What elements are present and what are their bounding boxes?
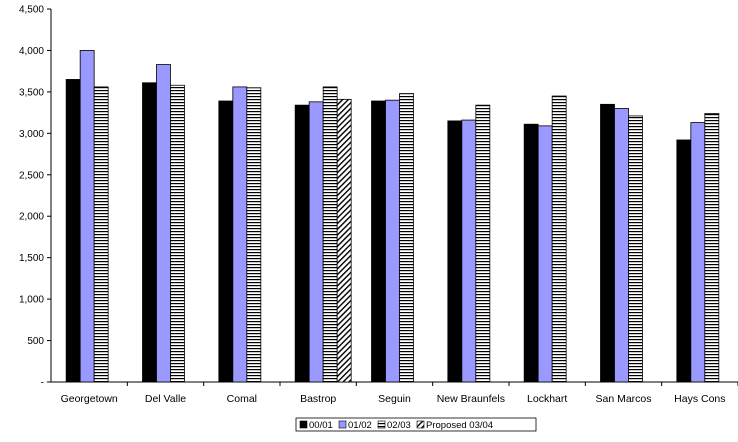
- y-tick-label: 4,500: [19, 5, 44, 16]
- x-tick-label: New Braunfels: [437, 393, 505, 405]
- bar-00-01-san-marcos: [600, 103, 615, 383]
- bars: [65, 50, 720, 383]
- bar-00-01-bastrop: [294, 104, 310, 383]
- y-tick-label: -: [41, 378, 44, 389]
- y-tick-label: 2,500: [19, 170, 44, 181]
- bar-02-03-seguin: [399, 93, 414, 383]
- bar-01-02-georgetown: [79, 50, 95, 383]
- bar-00-01-new-braunfels: [447, 120, 463, 383]
- bar-02-03-bastrop: [322, 86, 338, 383]
- legend-swatch: [338, 420, 347, 429]
- x-tick-label: Georgetown: [61, 393, 118, 405]
- bar-01-02-hays-cons: [690, 122, 706, 383]
- bar-02-03-hays-cons: [704, 113, 720, 383]
- bar-02-03-georgetown: [93, 86, 109, 383]
- bar-00-01-comal: [218, 100, 234, 383]
- legend-label: 02/03: [387, 420, 411, 431]
- y-tick-label: 2,000: [19, 212, 44, 223]
- legend-swatch: [416, 420, 425, 429]
- legend-label: 01/02: [348, 420, 372, 431]
- x-tick-label: Seguin: [378, 393, 411, 405]
- x-tick-label: Lockhart: [527, 393, 567, 405]
- y-tick-label: 3,500: [19, 87, 44, 98]
- bar-01-02-seguin: [385, 99, 400, 383]
- bar-02-03-comal: [246, 87, 262, 383]
- x-tick-label: Bastrop: [300, 393, 336, 405]
- bar-01-02-comal: [232, 86, 248, 383]
- legend: 00/01 01/02 02/03 Proposed 03/04: [295, 417, 537, 432]
- bar-00-01-lockhart: [523, 123, 539, 383]
- bar-00-01-hays-cons: [676, 139, 692, 383]
- bar-01-02-new-braunfels: [461, 119, 477, 383]
- legend-label: 00/01: [309, 420, 333, 431]
- x-tick-label: Comal: [227, 393, 257, 405]
- legend-swatch: [299, 420, 308, 429]
- y-tick-label: 1,000: [19, 295, 44, 306]
- bar-01-02-san-marcos: [614, 108, 629, 383]
- bar-proposed-03-04-bastrop: [336, 98, 352, 383]
- bar-01-02-del-valle: [156, 64, 171, 383]
- x-tick-label: San Marcos: [595, 393, 651, 405]
- bar-02-03-new-braunfels: [475, 104, 491, 383]
- legend-box: [295, 417, 537, 432]
- x-tick-label: Del Valle: [145, 393, 186, 405]
- x-tick-label: Hays Cons: [674, 393, 725, 405]
- bar-00-01-georgetown: [65, 79, 81, 383]
- bar-00-01-del-valle: [142, 82, 157, 383]
- y-tick-label: 1,500: [19, 253, 44, 264]
- bar-02-03-del-valle: [170, 84, 185, 383]
- legend-swatch: [377, 420, 386, 429]
- bar-02-03-lockhart: [551, 95, 567, 383]
- y-tick-label: 3,000: [19, 129, 44, 140]
- bar-00-01-seguin: [371, 100, 386, 383]
- y-tick-label: 4,000: [19, 46, 44, 57]
- axis-labels: - 500 1,000 1,500 2,000 2,500 3,000 3,500 4,000 4…: [19, 5, 726, 406]
- bar-01-02-lockhart: [537, 125, 553, 383]
- y-tick-label: 500: [27, 336, 44, 347]
- bar-01-02-bastrop: [308, 101, 324, 383]
- legend-label: Proposed 03/04: [426, 420, 493, 431]
- bar-02-03-san-marcos: [628, 115, 643, 383]
